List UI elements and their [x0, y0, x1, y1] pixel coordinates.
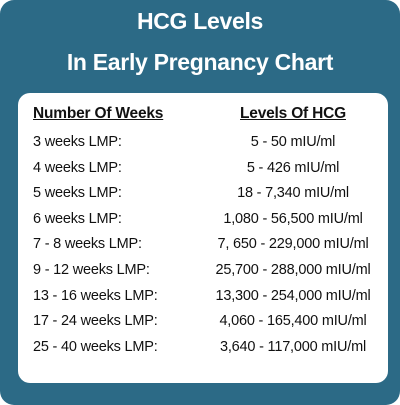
week-cell: 9 - 12 weeks LMP: — [33, 262, 150, 278]
column-header: Levels Of HCG — [240, 105, 346, 122]
title-line: In Early Pregnancy Chart — [66, 49, 334, 75]
week-cell: 13 - 16 weeks LMP: — [33, 287, 158, 304]
level-cell: 7, 650 - 229,000 mIU/ml — [217, 236, 369, 253]
week-cell: 7 - 8 weeks LMP: — [33, 236, 142, 253]
week-cell: 4 weeks LMP: — [33, 159, 122, 176]
level-cell: 1,080 - 56,500 mIU/ml — [223, 210, 363, 227]
week-cell: 5 weeks LMP: — [33, 185, 122, 202]
week-cell: 3 weeks LMP: — [33, 134, 122, 150]
level-cell: 5 - 50 mIU/ml — [250, 134, 336, 150]
week-cell: 25 - 40 weeks LMP: — [33, 338, 158, 355]
level-cell: 5 - 426 mIU/ml — [246, 159, 340, 176]
level-cell: 25,700 - 288,000 mIU/ml — [215, 262, 371, 278]
column-header: Number Of Weeks — [33, 105, 164, 122]
table-panel: Number Of Weeks Levels Of HCG 3 weeks LM… — [18, 93, 388, 383]
level-cell: 3,640 - 117,000 mIU/ml — [219, 338, 367, 355]
level-cell: 18 - 7,340 mIU/ml — [237, 185, 349, 202]
week-cell: 17 - 24 weeks LMP: — [33, 313, 158, 330]
title-line: HCG Levels — [136, 8, 264, 34]
level-cell: 4,060 - 165,400 mIU/ml — [219, 313, 367, 330]
level-cell: 13,300 - 254,000 mIU/ml — [215, 287, 371, 304]
week-cell: 6 weeks LMP: — [33, 210, 122, 227]
